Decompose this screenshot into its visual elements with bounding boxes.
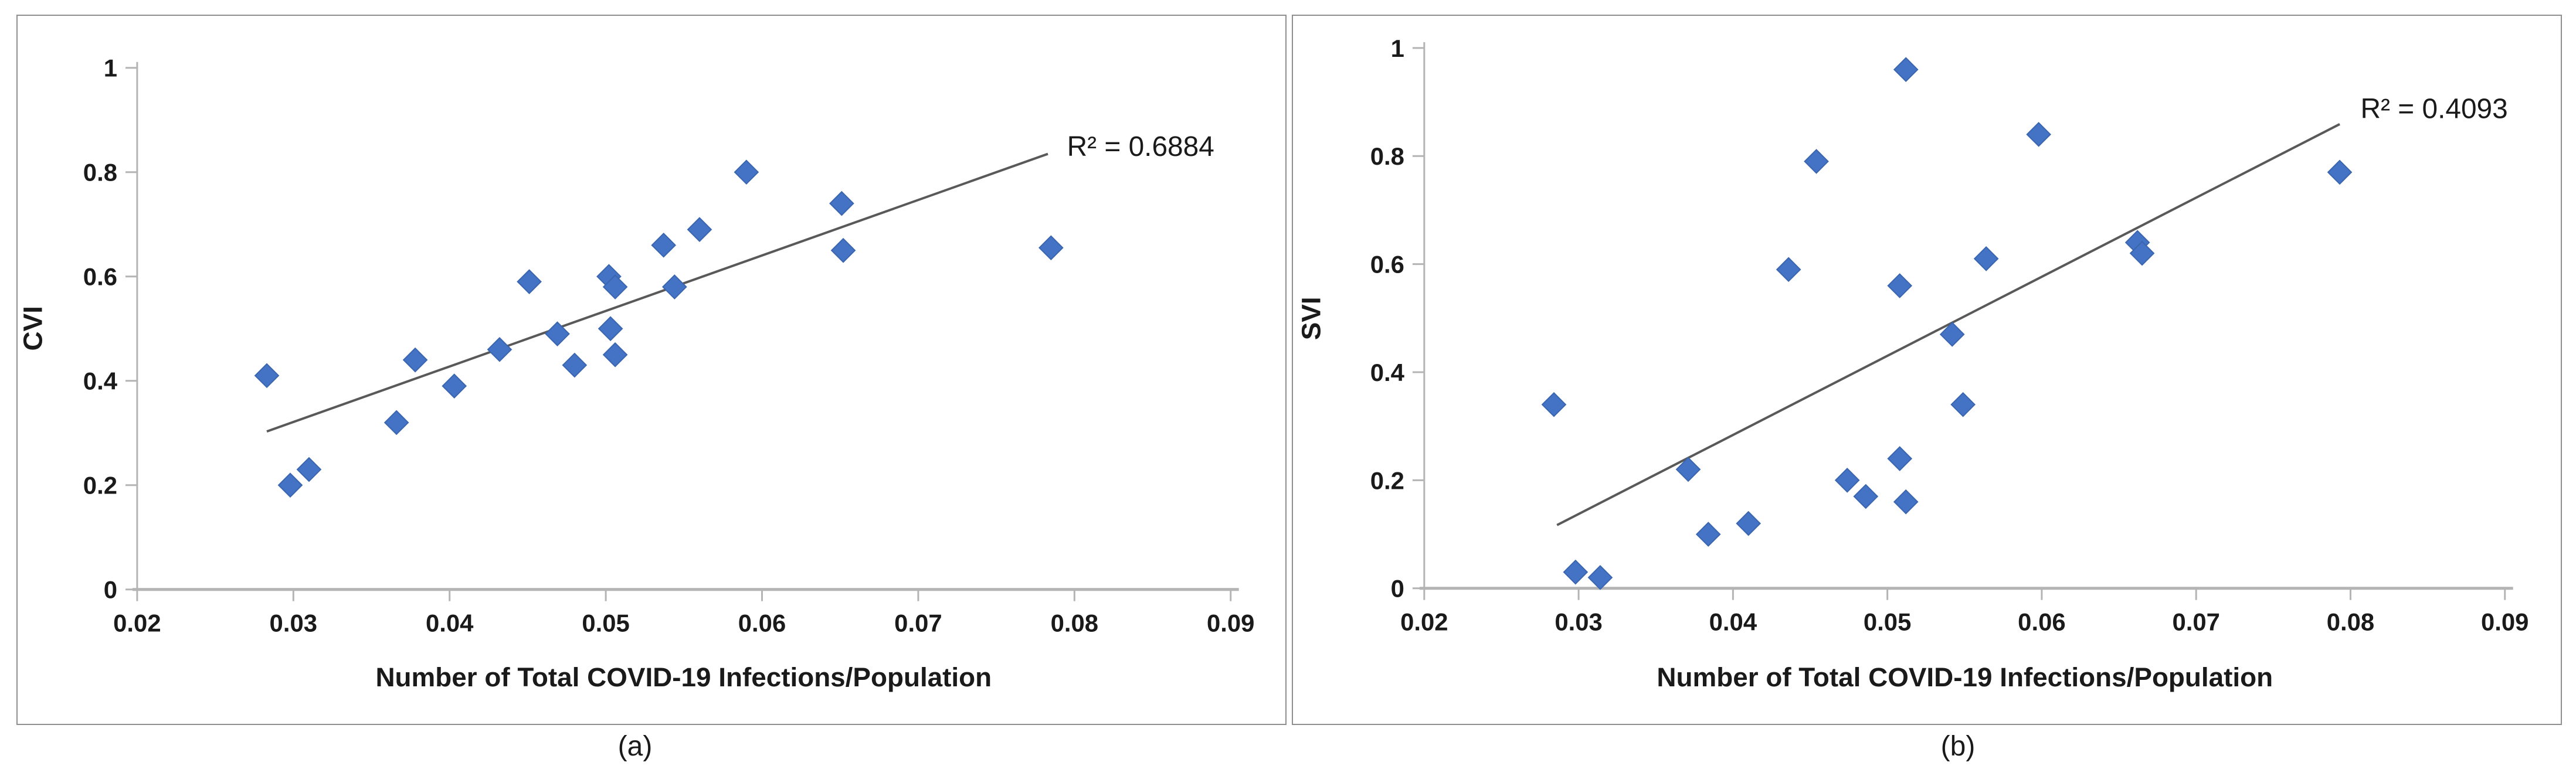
x-tick-label: 0.06: [738, 610, 786, 637]
data-point: [1587, 564, 1613, 590]
trendline: [1556, 123, 2340, 526]
data-point: [734, 159, 759, 185]
data-point: [1893, 57, 1919, 83]
y-tick-label: 0.6: [83, 263, 117, 291]
data-point: [1038, 235, 1064, 261]
data-point: [1695, 522, 1721, 547]
data-point: [1973, 246, 1999, 271]
panel-b: 0.02 0.03 0.04 0.05 0.06 0.07 0.08 0.09 0 0.2 0.4 0…: [1292, 15, 2562, 725]
data-point: [830, 237, 856, 263]
r-squared-label: R² = 0.6884: [1067, 131, 1214, 162]
x-tick-label: 0.08: [2327, 608, 2374, 636]
y-tick-label: 1: [104, 55, 117, 82]
trendline: [266, 152, 1048, 433]
x-tick-label: 0.09: [2481, 608, 2529, 636]
x-tick-label: 0.02: [113, 610, 161, 637]
data-point: [545, 321, 570, 346]
data-point: [2129, 240, 2155, 266]
scatter-chart-a: 0.02 0.03 0.04 0.05 0.06 0.07 0.08 0.09 0 0.2 0.4 0…: [18, 55, 1254, 693]
data-point: [1893, 489, 1919, 515]
y-tick-label: 0.6: [1370, 251, 1404, 278]
y-tick-label: 0.8: [1370, 142, 1404, 170]
x-tick-label: 0.07: [2172, 608, 2219, 636]
x-tick-label: 0.07: [894, 610, 942, 637]
data-point: [1776, 257, 1801, 283]
y-tick-label: 1: [1391, 35, 1404, 62]
data-point: [442, 373, 467, 399]
y-axis-title: CVI: [18, 306, 47, 350]
x-tick-label: 0.04: [1709, 608, 1757, 636]
data-point: [602, 274, 628, 299]
y-tick-label: 0: [1391, 575, 1404, 603]
data-point: [1675, 457, 1701, 482]
caption-b: (b): [1940, 731, 1976, 762]
data-point: [602, 342, 628, 367]
caption-a: (a): [617, 731, 653, 762]
data-point: [829, 190, 854, 216]
data-point: [1834, 468, 1860, 493]
data-point: [1736, 510, 1762, 536]
data-point: [487, 336, 513, 362]
x-tick-label: 0.05: [582, 610, 629, 637]
data-point: [277, 472, 303, 498]
y-tick-label: 0: [104, 576, 117, 604]
data-point: [651, 232, 677, 258]
y-tick-label: 0.4: [83, 367, 118, 395]
data-point: [1887, 273, 1913, 298]
y-tick-label: 0.8: [83, 159, 117, 186]
data-point: [598, 316, 623, 342]
y-tick-label: 0.2: [83, 472, 117, 499]
x-tick-label: 0.06: [2018, 608, 2065, 636]
data-point: [2327, 159, 2353, 185]
scatter-chart-b: 0.02 0.03 0.04 0.05 0.06 0.07 0.08 0.09 0 0.2 0.4 0…: [1296, 35, 2529, 692]
data-point: [2026, 121, 2052, 147]
data-point: [296, 457, 322, 482]
data-point: [661, 274, 687, 299]
data-point: [1804, 149, 1829, 174]
x-tick-label: 0.09: [1207, 610, 1254, 637]
data-point: [402, 347, 428, 373]
data-point: [383, 410, 409, 435]
data-point: [687, 217, 712, 242]
data-point: [1541, 392, 1567, 417]
r-squared-label: R² = 0.4093: [2361, 93, 2508, 124]
data-point: [254, 363, 280, 389]
data-point: [1563, 559, 1589, 585]
x-tick-label: 0.02: [1400, 608, 1448, 636]
panel-a: 0.02 0.03 0.04 0.05 0.06 0.07 0.08 0.09 0 0.2 0.4 0…: [16, 15, 1287, 725]
x-axis-title: Number of Total COVID-19 Infections/Popu…: [1657, 662, 2273, 692]
x-tick-label: 0.08: [1051, 610, 1098, 637]
data-point: [562, 352, 588, 378]
y-tick-label: 0.2: [1370, 467, 1404, 494]
data-point: [1939, 322, 1965, 347]
data-point: [1887, 446, 1913, 471]
x-tick-label: 0.04: [426, 610, 474, 637]
x-tick-label: 0.05: [1864, 608, 1911, 636]
data-point: [517, 269, 542, 294]
x-tick-label: 0.03: [1555, 608, 1602, 636]
x-axis-title: Number of Total COVID-19 Infections/Popu…: [375, 662, 992, 692]
y-axis-title: SVI: [1296, 297, 1326, 340]
x-tick-label: 0.03: [270, 610, 317, 637]
y-tick-label: 0.4: [1370, 359, 1405, 386]
data-point: [1950, 392, 1976, 417]
data-point: [1853, 484, 1879, 509]
